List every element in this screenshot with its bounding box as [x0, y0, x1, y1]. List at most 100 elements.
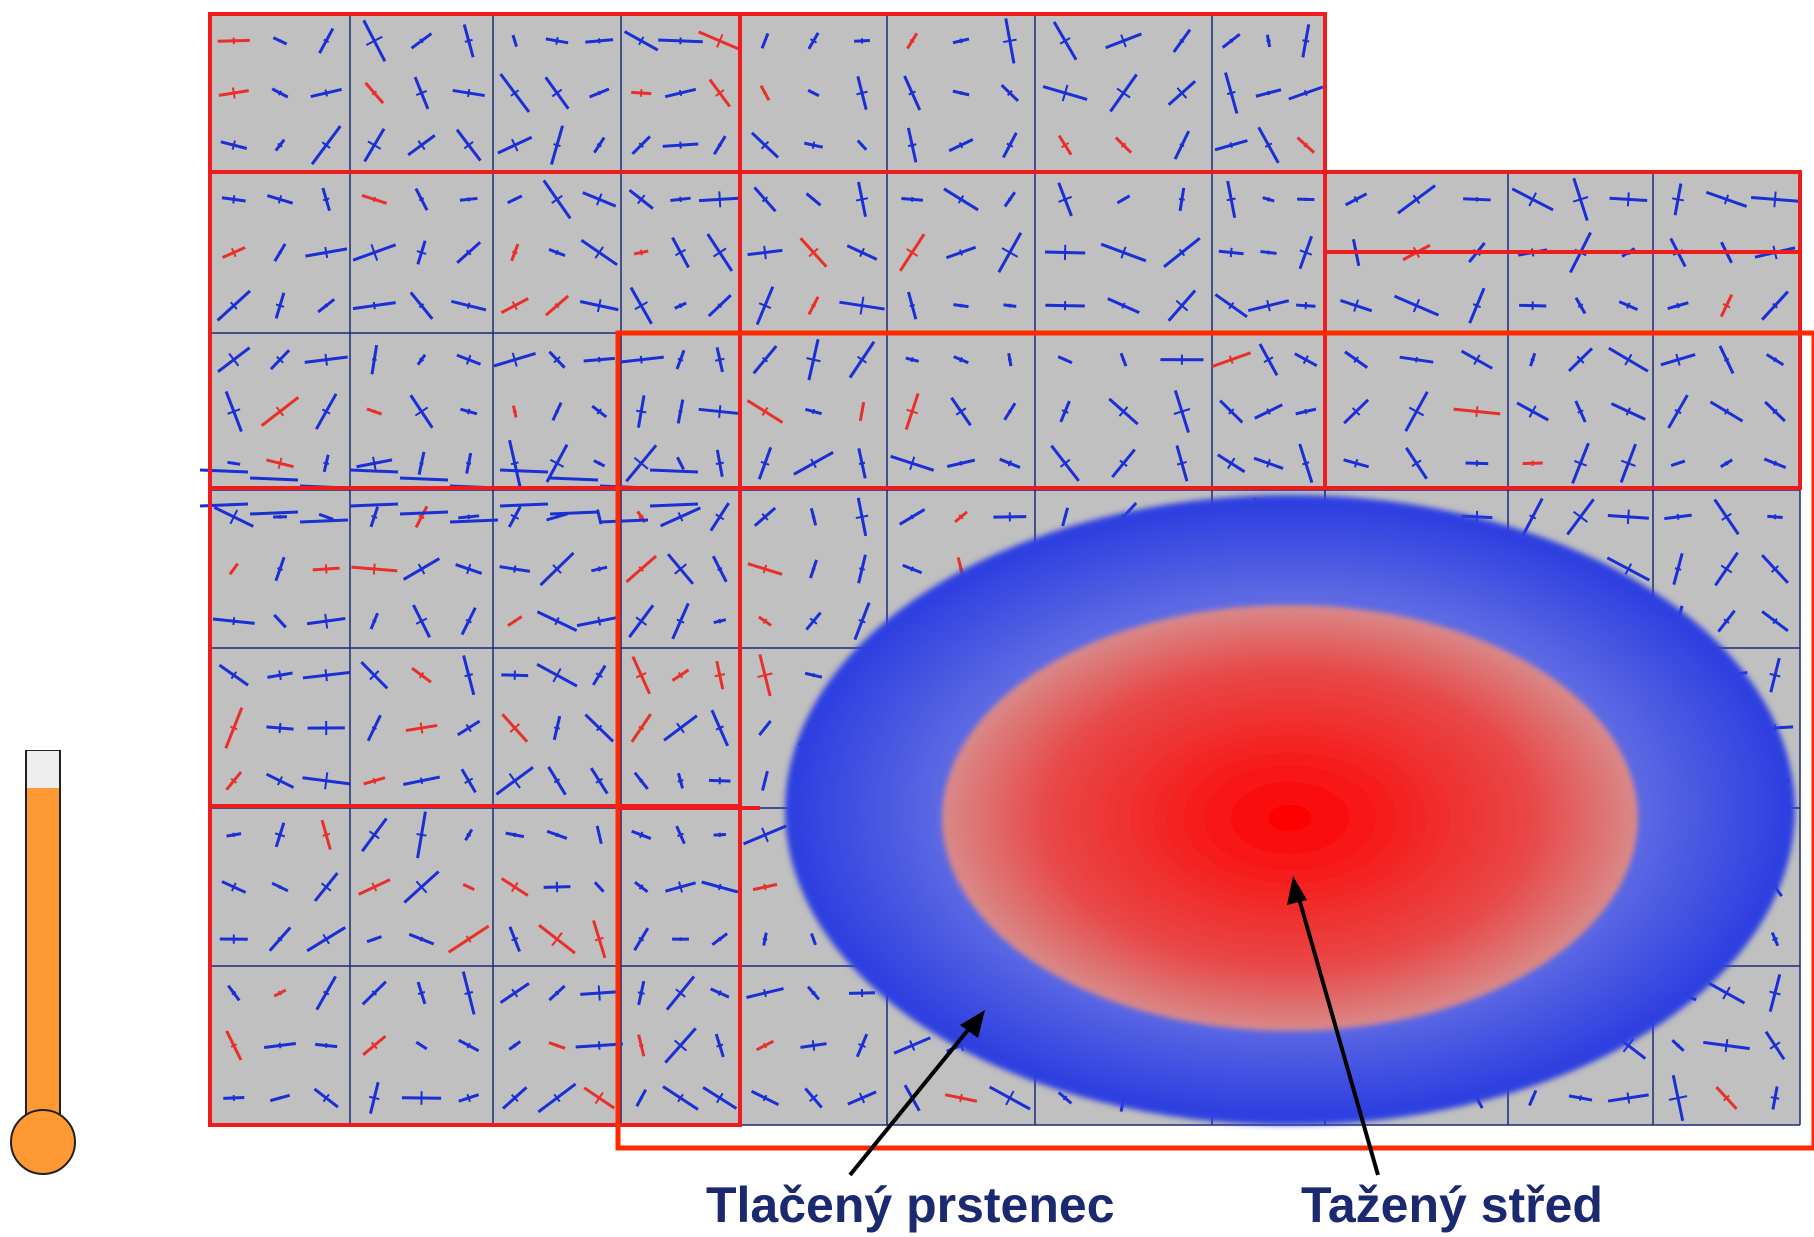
stress-vector: [1121, 358, 1126, 362]
stress-vector: [1675, 353, 1681, 366]
stress-vector: [232, 832, 236, 838]
stress-vector: [811, 91, 816, 95]
stress-vector: [465, 249, 472, 256]
stress-vector: [1411, 459, 1422, 468]
stress-vector: [276, 355, 284, 364]
stress-vector: [677, 512, 684, 522]
stress-vector: [811, 1040, 816, 1051]
stress-vector: [958, 567, 964, 571]
stress-vector: [1061, 84, 1069, 102]
stress-vector: [597, 461, 601, 466]
stress-vector: [553, 726, 561, 730]
stress-vector: [324, 613, 329, 629]
stress-vector: [1353, 299, 1360, 312]
stress-vector: [464, 991, 474, 996]
stress-vector: [638, 884, 644, 890]
stress-vector: [465, 618, 472, 624]
stress-vector: [323, 990, 330, 996]
stress-vector: [1573, 459, 1588, 467]
stress-vector: [278, 250, 282, 255]
stress-vector: [673, 1039, 688, 1052]
stress-vector: [508, 773, 521, 789]
stress-vector: [633, 456, 649, 470]
stress-vector: [322, 1093, 330, 1103]
stress-vector: [1176, 87, 1188, 99]
stress-vector: [324, 353, 328, 366]
stress-vector: [674, 248, 687, 257]
stress-vector: [278, 722, 282, 734]
stress-vector: [1007, 409, 1012, 414]
stress-vector: [1626, 1092, 1631, 1104]
stress-vector: [909, 1040, 916, 1051]
stress-vector: [906, 248, 919, 257]
stress-vector: [638, 142, 644, 148]
stress-vector: [509, 723, 520, 733]
arrow-icon: [848, 1023, 974, 1177]
stress-vector: [551, 932, 563, 947]
arrow-icon: [1287, 876, 1307, 905]
stress-vector: [278, 39, 282, 43]
stress-vector: [958, 141, 964, 149]
stress-vector: [277, 90, 283, 96]
stress-vector: [1415, 356, 1418, 363]
stress-vector: [1354, 458, 1359, 468]
stress-vector: [638, 566, 644, 572]
stress-vector: [1302, 39, 1310, 43]
stress-vector: [372, 456, 377, 471]
stress-vector: [465, 723, 472, 733]
stress-vector: [1059, 37, 1071, 45]
stress-vector: [638, 514, 644, 520]
stress-vector: [370, 244, 379, 261]
stress-vector: [417, 140, 426, 151]
stress-vector: [1228, 355, 1234, 364]
stress-vector: [324, 564, 328, 574]
stress-vector: [635, 672, 647, 679]
stress-vector: [512, 410, 517, 413]
stress-vector: [555, 36, 559, 45]
stress-vector: [1001, 247, 1019, 258]
stress-vector: [958, 514, 964, 520]
tensioned-center-label: Tažený střed: [1301, 1177, 1603, 1233]
stress-vector: [1266, 299, 1271, 312]
stress-vector: [1263, 356, 1274, 364]
stress-vector: [758, 302, 772, 309]
stress-vector: [368, 830, 380, 840]
stress-vector: [1473, 354, 1481, 366]
stress-vector: [678, 461, 683, 465]
stress-vector: [554, 302, 560, 309]
stress-vector: [908, 90, 916, 96]
stress-vector: [1674, 408, 1682, 415]
stress-vector: [1769, 990, 1781, 996]
stress-vector: [639, 249, 643, 256]
stress-vector: [324, 515, 328, 519]
stress-vector: [959, 249, 963, 256]
stress-vector: [955, 407, 967, 416]
stress-vector: [323, 38, 330, 44]
stress-vector: [372, 196, 376, 202]
stress-vector: [322, 197, 330, 202]
stress-vector: [1227, 457, 1236, 470]
stress-vector: [1723, 408, 1730, 415]
stress-vector: [466, 832, 472, 837]
stress-vector: [1007, 358, 1012, 361]
stress-vector: [367, 140, 382, 150]
stress-vector: [1577, 409, 1584, 414]
stress-vector: [419, 936, 424, 942]
stress-vector: [1267, 90, 1270, 96]
stress-vector: [230, 671, 238, 680]
stress-vector: [1266, 458, 1271, 468]
stress-vector: [1770, 1096, 1780, 1100]
stress-vector: [811, 197, 816, 202]
stress-vector: [856, 90, 868, 96]
stress-vector: [1229, 142, 1233, 149]
tensioned-center: [942, 605, 1638, 1031]
stress-vector: [599, 518, 649, 524]
stress-vector: [1179, 38, 1185, 44]
stress-vector: [418, 303, 425, 309]
stress-vector: [860, 143, 864, 147]
stress-vector: [906, 408, 919, 415]
stress-vector: [277, 567, 283, 571]
stress-vector: [466, 302, 471, 309]
stress-vector: [416, 250, 427, 255]
stress-vector: [855, 197, 869, 202]
